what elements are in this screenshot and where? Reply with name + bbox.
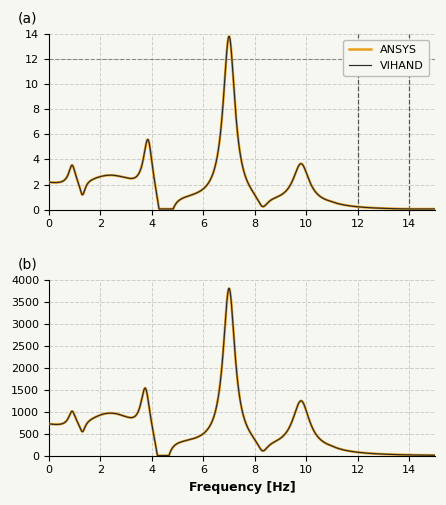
ANSYS [334,445,340,451]
ANSYS [157,206,162,212]
ANSYS [227,33,232,39]
Legend: ANSYS, VIHAND: ANSYS, VIHAND [343,39,429,76]
VIHAND [278,192,283,198]
VIHAND [116,173,122,179]
VIHAND [297,161,303,167]
ANSYS [46,421,52,427]
VIHAND [194,434,199,440]
Line: VIHAND: VIHAND [49,36,435,209]
Line: VIHAND: VIHAND [49,288,435,456]
VIHAND [194,190,199,196]
Text: (b): (b) [18,257,38,271]
VIHAND [116,412,122,418]
ANSYS [278,192,283,198]
ANSYS [432,206,438,212]
VIHAND [334,200,340,207]
Line: ANSYS: ANSYS [49,36,435,209]
VIHAND [432,452,438,459]
VIHAND [278,435,283,441]
ANSYS [334,200,340,207]
ANSYS [116,412,122,418]
VIHAND [46,179,52,185]
VIHAND [155,452,160,459]
ANSYS [364,205,369,211]
VIHAND [46,421,52,427]
ANSYS [194,190,199,196]
VIHAND [364,205,369,211]
ANSYS [46,179,52,185]
ANSYS [432,452,438,459]
ANSYS [297,161,303,167]
Line: ANSYS: ANSYS [49,288,435,456]
ANSYS [278,435,283,441]
VIHAND [157,206,162,212]
VIHAND [334,445,340,451]
VIHAND [432,206,438,212]
X-axis label: Frequency [Hz]: Frequency [Hz] [189,481,295,494]
ANSYS [297,398,303,404]
VIHAND [227,33,232,39]
ANSYS [155,452,160,459]
VIHAND [364,450,369,456]
ANSYS [116,173,122,179]
VIHAND [297,398,303,404]
ANSYS [227,285,232,291]
ANSYS [194,434,199,440]
ANSYS [364,450,369,456]
Text: (a): (a) [18,11,37,25]
VIHAND [227,285,232,291]
